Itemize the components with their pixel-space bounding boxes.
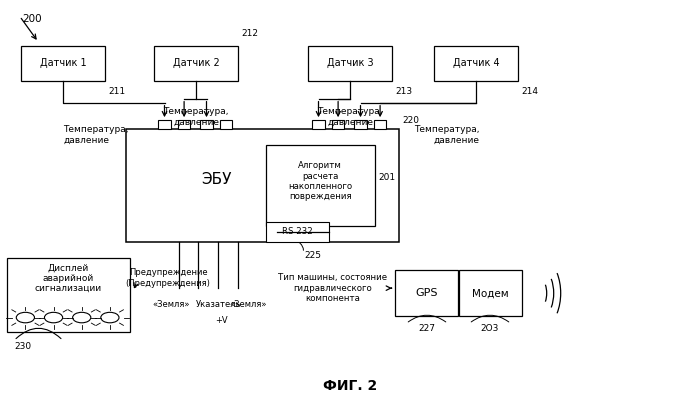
Bar <box>154 46 238 81</box>
Bar <box>332 120 344 129</box>
Text: 220: 220 <box>402 116 419 125</box>
Bar <box>220 120 232 129</box>
Bar <box>308 46 392 81</box>
Bar <box>266 222 329 242</box>
Bar <box>266 145 374 226</box>
Text: Датчик 3: Датчик 3 <box>327 58 373 69</box>
Text: Температура,
давление: Температура, давление <box>63 125 129 145</box>
Text: 227: 227 <box>419 324 435 333</box>
Bar <box>158 120 171 129</box>
Text: GPS: GPS <box>416 288 438 298</box>
Text: ЭБУ: ЭБУ <box>201 172 231 187</box>
Text: 200: 200 <box>22 14 42 24</box>
Text: Температура,
давление: Температура, давление <box>317 107 383 127</box>
Text: Дисплей
аварийной
сигнализации: Дисплей аварийной сигнализации <box>35 263 101 293</box>
Text: 2О3: 2О3 <box>481 324 499 333</box>
Text: ФИГ. 2: ФИГ. 2 <box>323 379 377 393</box>
Text: 230: 230 <box>14 342 31 351</box>
Text: RS 232: RS 232 <box>282 227 313 236</box>
Text: Температура,
давление: Температура, давление <box>163 107 229 127</box>
Bar <box>312 120 325 129</box>
Bar <box>21 46 105 81</box>
Bar <box>374 120 386 129</box>
Text: Датчик 4: Датчик 4 <box>453 58 499 69</box>
Text: Предупреждение
(Предупреждения): Предупреждение (Предупреждения) <box>125 268 211 288</box>
Text: Температура,
давление: Температура, давление <box>414 125 480 145</box>
Bar <box>395 270 458 316</box>
Text: «Земля»: «Земля» <box>230 300 267 309</box>
Text: 201: 201 <box>378 173 395 182</box>
Text: Указатель: Указатель <box>196 300 241 309</box>
Text: Модем: Модем <box>472 288 508 298</box>
Bar <box>7 258 130 332</box>
Text: Тип машины, состояние
гидравлического
компонента: Тип машины, состояние гидравлического ко… <box>278 273 387 303</box>
Text: 212: 212 <box>241 29 258 38</box>
Text: 213: 213 <box>395 87 412 96</box>
Text: +V: +V <box>216 316 228 325</box>
Text: Датчик 1: Датчик 1 <box>40 58 86 69</box>
Text: Датчик 2: Датчик 2 <box>173 58 219 69</box>
Text: «Земля»: «Земля» <box>153 300 190 309</box>
Text: 214: 214 <box>522 87 538 96</box>
Bar <box>434 46 518 81</box>
Bar <box>126 129 399 242</box>
Bar <box>178 120 190 129</box>
Text: 225: 225 <box>304 251 321 260</box>
Text: 211: 211 <box>108 87 125 96</box>
Bar <box>458 270 522 316</box>
Bar <box>200 120 213 129</box>
Bar <box>354 120 367 129</box>
Text: Алгоритм
расчета
накопленного
повреждения: Алгоритм расчета накопленного повреждени… <box>288 161 352 202</box>
